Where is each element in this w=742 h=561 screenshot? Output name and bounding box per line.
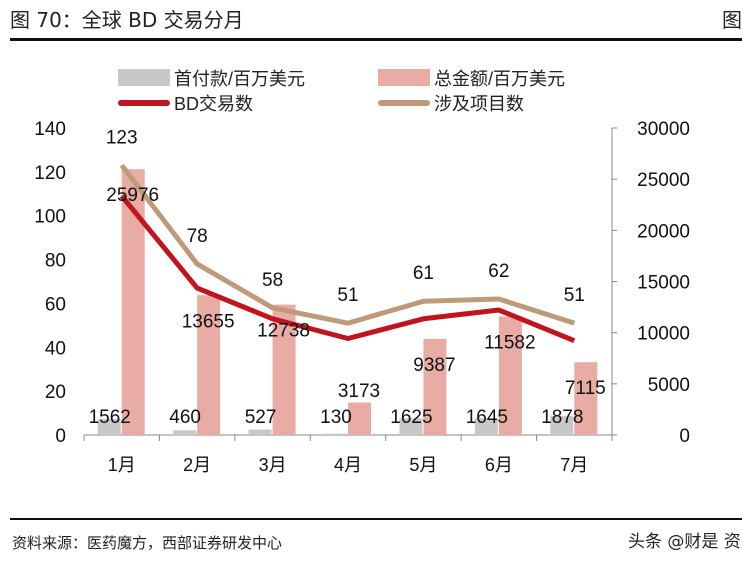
left-tick-label: 20 [45, 382, 66, 403]
next-figure-title-cut: 图 [722, 8, 742, 32]
legend-label-0: 首付款/百万美元 [174, 69, 305, 89]
label-upfront: 1625 [390, 407, 432, 428]
x-tick-label: 3月 [259, 455, 287, 475]
x-tick-label: 6月 [485, 455, 513, 475]
bar-total [423, 338, 447, 435]
bar-total [498, 316, 522, 435]
right-tick-label: 0 [679, 426, 690, 447]
bar-total [272, 304, 296, 435]
legend-swatch-2 [118, 100, 170, 106]
figure-title: 图 70：全球 BD 交易分月 [10, 8, 244, 32]
title-divider [10, 38, 742, 41]
bar-upfront [324, 433, 347, 435]
label-projects: 58 [262, 270, 283, 291]
legend-swatch-1 [378, 69, 430, 86]
legend-label-3: 涉及项目数 [434, 94, 524, 114]
label-total: 7115 [565, 378, 606, 399]
label-upfront: 1645 [466, 407, 508, 428]
right-tick-label: 20000 [637, 221, 690, 242]
label-projects: 78 [187, 226, 208, 247]
label-total: 12738 [257, 321, 310, 342]
footer-divider [10, 518, 742, 520]
label-total: 13655 [182, 311, 235, 332]
bar-total [121, 169, 145, 435]
right-tick-label: 30000 [637, 119, 690, 140]
source-note: 资料来源：医药魔方，西部证券研发中心 [12, 534, 283, 552]
label-total: 3173 [338, 381, 380, 402]
bar-upfront [550, 415, 574, 435]
line-BD交易数 [119, 194, 576, 344]
line-涉及项目数 [119, 163, 576, 326]
chart: 首付款/百万美元 总金额/百万美元 BD交易数 涉及项目数 0 20 40 60 80 100 12… [34, 69, 690, 475]
left-tick-label: 40 [45, 338, 66, 359]
right-tick-label: 5000 [648, 375, 690, 396]
label-projects: 61 [413, 263, 434, 284]
left-tick-label: 120 [34, 163, 66, 184]
bar-total [348, 402, 371, 435]
label-total: 11582 [484, 332, 535, 353]
right-tick-label: 15000 [637, 273, 690, 294]
watermark: 头条 @财是 资 [628, 532, 741, 552]
label-projects: 62 [488, 261, 509, 282]
label-upfront: 1878 [541, 407, 583, 428]
label-upfront: 527 [245, 407, 277, 428]
right-tick-label: 10000 [637, 324, 690, 345]
label-upfront: 130 [320, 407, 352, 428]
right-tick-label: 25000 [637, 170, 690, 191]
bar-upfront [248, 429, 272, 435]
label-projects: 123 [106, 127, 138, 148]
x-tick-label: 1月 [108, 455, 136, 475]
x-tick-label: 5月 [409, 455, 437, 475]
label-total: 25976 [106, 185, 159, 206]
left-tick-label: 0 [55, 426, 66, 447]
left-tick-label: 60 [45, 294, 66, 315]
left-tick-label: 140 [34, 119, 66, 140]
left-tick-label: 100 [34, 207, 66, 228]
bar-total [197, 295, 221, 435]
legend-label-1: 总金额/百万美元 [434, 69, 565, 89]
x-tick-label: 2月 [183, 455, 211, 475]
legend-label-2: BD交易数 [174, 94, 253, 114]
label-upfront: 1562 [89, 407, 131, 428]
x-tick-label: 7月 [560, 455, 588, 475]
bar-upfront [474, 418, 498, 435]
label-upfront: 460 [169, 407, 201, 428]
x-tick-label: 4月 [334, 455, 362, 475]
legend-swatch-0 [118, 69, 170, 86]
legend-swatch-3 [378, 100, 430, 106]
label-projects: 51 [337, 285, 358, 306]
bar-upfront [173, 430, 197, 435]
bar-total [574, 362, 598, 435]
label-projects: 51 [564, 285, 585, 306]
bar-upfront [97, 419, 121, 435]
left-tick-label: 80 [45, 251, 66, 272]
bar-upfront [399, 418, 423, 435]
label-total: 9387 [413, 355, 455, 376]
